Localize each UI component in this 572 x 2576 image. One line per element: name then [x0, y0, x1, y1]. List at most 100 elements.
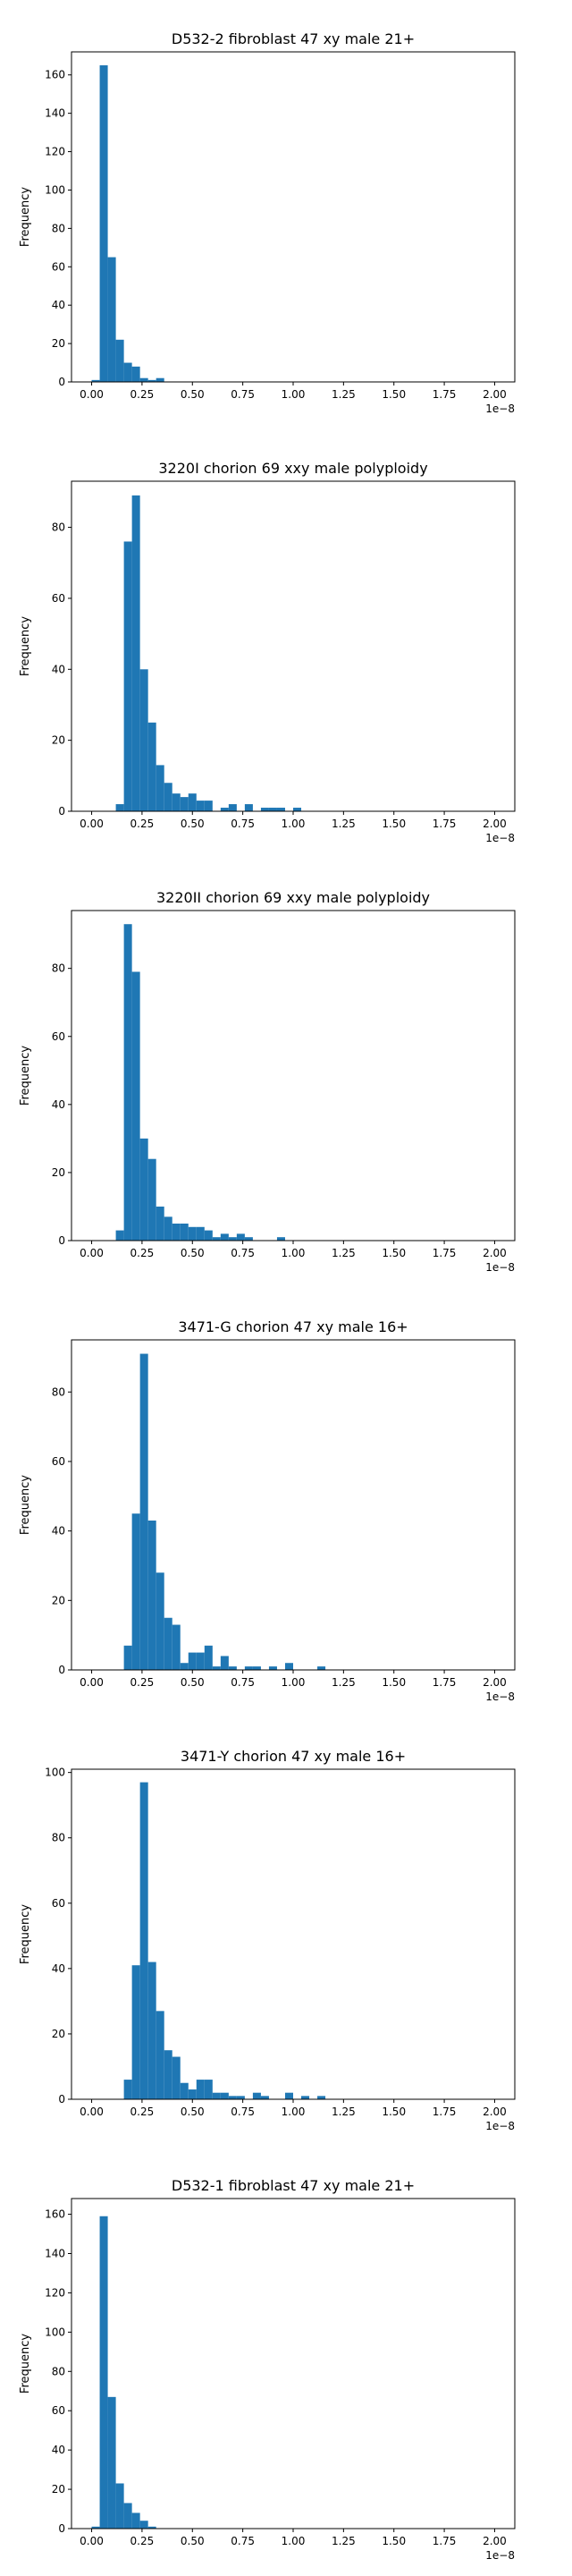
x-tick-label: 1.00 — [282, 2106, 306, 2118]
histogram-bar — [180, 1223, 189, 1241]
histogram-bar — [123, 924, 132, 1241]
histogram-bar — [180, 797, 189, 811]
y-tick-label: 120 — [45, 146, 65, 158]
x-tick-label: 1.75 — [433, 388, 457, 401]
x-tick-label: 0.00 — [80, 2106, 104, 2118]
histogram-chart: 0.00 0.25 0.50 0.75 1.00 1.25 1.50 1.75 2.00 0 20 4… — [19, 1318, 516, 1703]
histogram-bar — [123, 2080, 132, 2099]
x-tick-label: 1.00 — [282, 388, 306, 401]
histogram-bar — [228, 2096, 237, 2099]
y-tick-label: 40 — [52, 2444, 65, 2456]
histogram-bar — [317, 1666, 326, 1670]
x-tick-label: 1.50 — [382, 2535, 406, 2547]
histogram-bar — [228, 1666, 237, 1670]
y-tick-label: 160 — [45, 69, 65, 81]
y-tick-label: 40 — [52, 1525, 65, 1538]
x-tick-label: 0.50 — [181, 2106, 205, 2118]
histogram-bar — [244, 1237, 253, 1241]
x-tick-label: 0.50 — [181, 818, 205, 830]
y-tick-label: 40 — [52, 299, 65, 311]
histogram-bar — [172, 2056, 181, 2099]
histogram-bar — [268, 1666, 277, 1670]
histogram-bar — [131, 2512, 140, 2529]
x-tick-label: 0.75 — [231, 1676, 255, 1689]
histogram-bar — [220, 2092, 229, 2099]
x-offset-label: 1e−8 — [485, 1690, 515, 1703]
histogram-bar — [228, 1237, 237, 1241]
y-tick-label: 60 — [52, 2404, 65, 2417]
histogram-bar — [204, 2080, 213, 2099]
histogram-bar — [156, 2011, 164, 2099]
histogram-bar — [131, 495, 140, 811]
x-tick-label: 0.00 — [80, 818, 104, 830]
y-tick-label: 140 — [45, 107, 65, 120]
histogram-bar — [204, 801, 213, 811]
y-tick-label: 160 — [45, 2208, 65, 2221]
histogram-bar — [139, 1138, 148, 1241]
histogram-bar — [91, 2526, 100, 2529]
x-tick-label: 0.25 — [130, 1676, 155, 1689]
histogram-bar — [172, 1223, 181, 1241]
histogram-bar — [244, 1666, 253, 1670]
histogram-bar — [228, 804, 237, 811]
x-tick-label: 0.75 — [231, 2535, 255, 2547]
x-tick-label: 0.50 — [181, 388, 205, 401]
histogram-bar — [220, 808, 229, 811]
x-tick-label: 1.25 — [332, 388, 356, 401]
histogram-bar — [293, 808, 302, 811]
histogram-bar — [147, 1158, 156, 1241]
x-tick-label: 1.75 — [433, 1676, 457, 1689]
chart-title: D532-1 fibroblast 47 xy male 21+ — [172, 2177, 415, 2194]
chart-title: 3471-Y chorion 47 xy male 16+ — [181, 1748, 406, 1765]
y-tick-label: 20 — [52, 734, 65, 747]
histogram-bar — [260, 808, 269, 811]
y-tick-label: 40 — [52, 663, 65, 675]
x-tick-label: 1.00 — [282, 2535, 306, 2547]
histogram-bar — [123, 1645, 132, 1670]
histogram-bar — [252, 1666, 261, 1670]
histogram-bar — [196, 801, 205, 811]
histogram-panel: 0.00 0.25 0.50 0.75 1.00 1.25 1.50 1.75 2.00 0 20 4… — [0, 1717, 572, 2147]
y-tick-label: 60 — [52, 1455, 65, 1468]
y-axis-label: Frequency — [19, 1475, 32, 1535]
plot-area-frame — [71, 2198, 516, 2529]
y-tick-label: 20 — [52, 2028, 65, 2040]
x-offset-label: 1e−8 — [485, 2120, 515, 2132]
histogram-bar — [131, 366, 140, 382]
histogram-bar — [276, 1237, 285, 1241]
x-tick-label: 0.25 — [130, 818, 155, 830]
histogram-bar — [268, 808, 277, 811]
histogram-bar — [156, 1206, 164, 1241]
x-tick-label: 0.25 — [130, 1247, 155, 1259]
x-tick-label: 0.75 — [231, 388, 255, 401]
histogram-bar — [276, 808, 285, 811]
y-tick-label: 20 — [52, 1594, 65, 1606]
histogram-bar — [123, 2503, 132, 2529]
x-offset-label: 1e−8 — [485, 2549, 515, 2562]
histogram-bar — [139, 1782, 148, 2099]
histogram-panel: 0.00 0.25 0.50 0.75 1.00 1.25 1.50 1.75 2.00 0 20 4… — [0, 859, 572, 1288]
x-tick-label: 1.50 — [382, 1676, 406, 1689]
x-tick-label: 1.75 — [433, 2106, 457, 2118]
x-tick-label: 0.25 — [130, 2106, 155, 2118]
histogram-bar — [139, 1353, 148, 1670]
x-offset-label: 1e−8 — [485, 1261, 515, 1274]
x-tick-label: 0.25 — [130, 2535, 155, 2547]
x-tick-label: 1.00 — [282, 818, 306, 830]
y-tick-label: 60 — [52, 592, 65, 605]
x-tick-label: 0.50 — [181, 1247, 205, 1259]
y-tick-label: 0 — [58, 2522, 65, 2535]
histogram-bar — [172, 793, 181, 811]
histogram-bar — [196, 1652, 205, 1670]
y-tick-label: 40 — [52, 1962, 65, 1975]
y-tick-label: 80 — [52, 2365, 65, 2377]
x-tick-label: 1.75 — [433, 2535, 457, 2547]
histogram-bar — [139, 377, 148, 382]
x-tick-label: 0.00 — [80, 388, 104, 401]
histogram-bar — [99, 65, 108, 382]
histogram-chart: 0.00 0.25 0.50 0.75 1.00 1.25 1.50 1.75 2.00 0 20 4… — [19, 1748, 516, 2132]
plot-area-frame — [71, 51, 516, 383]
histogram-bar — [196, 2080, 205, 2099]
histogram-bar — [180, 2082, 189, 2099]
y-tick-label: 40 — [52, 1098, 65, 1111]
